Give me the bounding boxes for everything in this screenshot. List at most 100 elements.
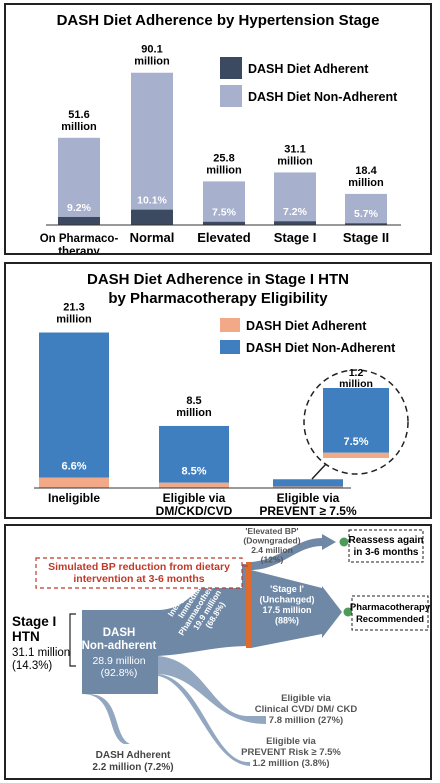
category-label: Ineligible: [48, 491, 100, 505]
bar-adherent: [203, 221, 245, 225]
elevated-flow-label: 2.4 million: [251, 545, 293, 555]
inset-bar-adherent: [323, 452, 389, 458]
category-label: Normal: [130, 230, 175, 245]
bar-adherent: [159, 482, 229, 488]
bar-total-label: 25.8: [213, 152, 234, 164]
callout-text: Simulated BP reduction from dietary: [48, 561, 230, 573]
bar-adherent: [274, 221, 316, 225]
inset-pct-label: 7.5%: [343, 436, 368, 448]
category-label: Eligible via: [163, 491, 226, 505]
bar-pct-label: 9.2%: [67, 202, 92, 214]
callout-box: [35, 557, 243, 589]
reassess-box: [348, 529, 424, 563]
cvd-flow-label: Eligible via: [281, 693, 331, 704]
bar-total-label: million: [206, 164, 242, 176]
category-label: Stage II: [343, 230, 389, 245]
panel-sankey-flow: Stage I HTN 31.1 million (14.3%) DASH Non-adh…: [4, 524, 432, 780]
bar-total-label: million: [56, 314, 92, 326]
panel-pharmacotherapy-eligibility: DASH Diet Adherence in Stage I HTN by Pha…: [4, 262, 432, 519]
pharm-text: Recommended: [356, 614, 424, 625]
category-label: Elevated: [197, 230, 251, 245]
bar-adherent: [39, 477, 109, 488]
bar-nonadherent: [58, 137, 100, 217]
category-label: PREVENT ≥ 7.5%: [259, 504, 357, 517]
bar-pct-label: 7.5%: [212, 207, 237, 219]
stage1-flow-label: (Unchanged): [260, 595, 315, 605]
flow-to-prevent: [158, 674, 250, 766]
bar-total-label: million: [134, 56, 170, 68]
prevent-flow-label: 1.2 million (3.8%): [252, 758, 329, 769]
flow-elevated: [251, 538, 322, 570]
bar-nonadherent: [131, 72, 173, 210]
category-label: DM/CKD/CVD: [156, 504, 233, 517]
prevent-flow-label: Eligible via: [266, 736, 316, 747]
cvd-flow-label: Clinical CVD/ DM/ CKD: [255, 704, 358, 715]
node-nonadherent-bar: [82, 610, 158, 694]
bar-total-label: million: [348, 177, 384, 189]
legend-swatch-adherent: [220, 318, 240, 332]
legend-label-adherent: DASH Diet Adherent: [246, 319, 367, 333]
bp-reduction-bar: [246, 562, 251, 648]
inset-zoom-circle: [303, 369, 409, 475]
legend-label-nonadherent: DASH Diet Non-Adherent: [246, 341, 396, 355]
bar-total-label: 21.3: [63, 302, 84, 314]
bar-total-label: 8.5: [186, 395, 201, 407]
legend-swatch-adherent: [220, 57, 242, 79]
bar-nonadherent: [39, 332, 109, 478]
node-adherent-label: DASH Adherent: [96, 750, 171, 761]
pharm-text: Pharmacotherapy: [350, 602, 430, 613]
panel-hypertension-stage: DASH Diet Adherence by Hypertension Stag…: [4, 3, 432, 258]
bar-nonadherent: [159, 425, 229, 483]
reassess-text: Reassess again: [348, 535, 423, 546]
node-nonadherent-label: Non-adherent: [82, 640, 157, 652]
source-value: (14.3%): [12, 660, 52, 672]
bar-total-label: million: [277, 155, 313, 167]
elevated-flow-label: (Downgraded): [243, 536, 300, 546]
bar-adherent: [273, 486, 343, 488]
bar-total-label: 51.6: [68, 109, 89, 121]
flow-stage1: [251, 570, 322, 648]
node-nonadherent-value: (92.8%): [101, 667, 138, 679]
bar-pct-label: 8.5%: [181, 466, 206, 478]
chart-title: DASH Diet Adherence by Hypertension Stag…: [57, 12, 380, 29]
category-label: On Pharmaco-: [40, 233, 119, 245]
arrow-elevated: [322, 534, 336, 550]
bar-pct-label: 7.2%: [283, 206, 308, 218]
bar-total-label: 90.1: [141, 44, 162, 56]
legend-swatch-nonadherent: [220, 340, 240, 354]
prevent-flow-label: PREVENT Risk ≥ 7.5%: [241, 747, 341, 758]
category-label: Eligible via: [277, 491, 340, 505]
bar-total-label: million: [61, 121, 97, 133]
legend-swatch-nonadherent: [220, 85, 242, 107]
inset-total-label: 1.2: [349, 367, 364, 379]
bar-total-label: million: [176, 407, 212, 419]
flow-to-adherent: [82, 694, 130, 744]
chart-hypertension-stage: DASH Diet Adherence by Hypertension Stag…: [40, 12, 401, 258]
bar-adherent: [131, 209, 173, 225]
bar-nonadherent: [345, 193, 387, 224]
flow-to-cvd: [158, 656, 266, 724]
cvd-flow-label: 7.8 million (27%): [269, 715, 343, 726]
chart-title: DASH Diet Adherence in Stage I HTN: [87, 271, 349, 288]
bar-nonadherent: [274, 172, 316, 222]
pharm-box: [351, 595, 429, 631]
source-label: HTN: [12, 629, 40, 644]
source-label: Stage I: [12, 614, 56, 629]
arrow-stage1: [322, 586, 342, 638]
bar-nonadherent: [203, 181, 245, 222]
reassess-dot: [339, 537, 349, 547]
inset-connector-line: [311, 463, 327, 480]
stage1-flow-label: 'Stage I': [270, 584, 304, 594]
bar-pct-label: 6.6%: [61, 461, 86, 473]
category-label: Stage I: [274, 230, 317, 245]
pharm-dot: [343, 607, 353, 617]
inset-bar-nonadherent: [323, 388, 389, 453]
stage1-flow-label: (88%): [275, 616, 299, 626]
node-nonadherent-label: DASH: [103, 627, 136, 639]
node-adherent-label: 2.2 million (7.2%): [92, 762, 173, 773]
bar-pct-label: 5.7%: [354, 208, 379, 220]
bar-pct-label: 10.1%: [137, 195, 167, 207]
inset-total-label: million: [339, 378, 373, 390]
node-nonadherent-value: 28.9 million: [92, 655, 145, 667]
